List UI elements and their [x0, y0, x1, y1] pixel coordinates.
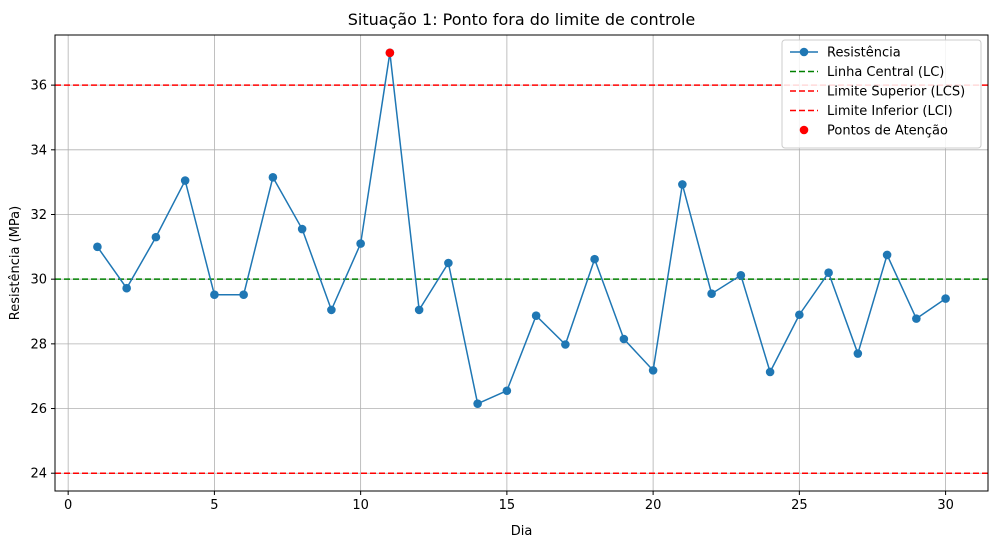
data-point-4: [180, 176, 190, 185]
attention-point-11: [385, 48, 395, 58]
legend-box: [781, 39, 982, 149]
x-axis-label: Dia: [511, 524, 533, 539]
y-tick-label-32: 32: [30, 208, 47, 223]
data-point-8: [297, 224, 307, 234]
legend-item-3: Limite Inferior (LCI): [790, 104, 953, 119]
data-point-18: [590, 254, 599, 264]
data-point-1: [93, 242, 102, 252]
data-point-24: [765, 367, 775, 377]
data-point-21: [678, 180, 687, 189]
data-point-26: [824, 268, 833, 278]
legend-label-1: Linha Central (LC): [827, 65, 944, 80]
y-tick-label-24: 24: [30, 467, 47, 482]
legend: Resistência Linha Central (LC) Limite Supe…: [781, 39, 982, 149]
data-point-6: [239, 290, 248, 299]
legend-swatch-dot: [799, 125, 809, 135]
data-point-25: [795, 310, 804, 320]
data-point-28: [882, 250, 892, 260]
data-point-29: [912, 314, 921, 323]
data-point-23: [736, 270, 746, 280]
data-point-22: [707, 289, 716, 299]
x-tick-label-5: 5: [210, 498, 218, 513]
data-point-5: [210, 290, 219, 299]
data-point-30: [941, 294, 950, 303]
data-point-13: [444, 258, 453, 268]
data-point-27: [853, 349, 863, 358]
y-tick-label-36: 36: [30, 79, 47, 94]
y-tick-label-30: 30: [30, 273, 47, 288]
series-line: [96, 52, 947, 405]
chart-title: Situação 1: Ponto fora do limite de cont…: [348, 10, 696, 29]
y-axis-label: Resistência (MPa): [8, 206, 23, 320]
legend-label-4: Pontos de Atenção: [827, 124, 948, 139]
legend-item-4: Pontos de Atenção: [799, 124, 948, 139]
data-point-10: [356, 239, 365, 248]
resistencia-series: [93, 48, 950, 408]
legend-label-2: Limite Superior (LCS): [827, 85, 965, 100]
legend-label-3: Limite Inferior (LCI): [827, 104, 953, 119]
data-point-16: [531, 311, 541, 321]
data-point-19: [619, 334, 629, 344]
x-tick-label-0: 0: [64, 498, 72, 513]
legend-item-0: Resistência: [790, 46, 901, 61]
plot-frame: [54, 34, 989, 492]
data-point-15: [502, 386, 512, 396]
legend-label-0: Resistência: [827, 46, 901, 61]
legend-item-1: Linha Central (LC): [790, 65, 944, 80]
attention-points: [385, 48, 395, 58]
legend-item-2: Limite Superior (LCS): [790, 85, 965, 100]
data-point-17: [561, 340, 570, 349]
x-tick-label-15: 15: [499, 498, 516, 513]
x-tick-label-10: 10: [352, 498, 369, 513]
data-point-14: [473, 399, 482, 408]
data-point-20: [648, 366, 658, 375]
y-tick-label-26: 26: [30, 402, 47, 417]
data-point-9: [327, 305, 336, 315]
y-tick-label-34: 34: [30, 143, 47, 158]
data-point-3: [151, 232, 161, 242]
x-axis-ticks: 0 5 10 15 20 25 30: [64, 491, 954, 513]
x-tick-label-20: 20: [645, 498, 662, 513]
legend-swatch-marker: [799, 47, 809, 57]
y-axis-ticks: 24 26 28 30 32 34 36: [30, 79, 55, 482]
y-tick-label-28: 28: [30, 337, 47, 352]
data-point-2: [122, 283, 131, 293]
data-point-7: [268, 172, 278, 182]
x-tick-label-30: 30: [937, 498, 954, 513]
x-tick-label-25: 25: [791, 498, 808, 513]
data-point-12: [414, 305, 424, 315]
